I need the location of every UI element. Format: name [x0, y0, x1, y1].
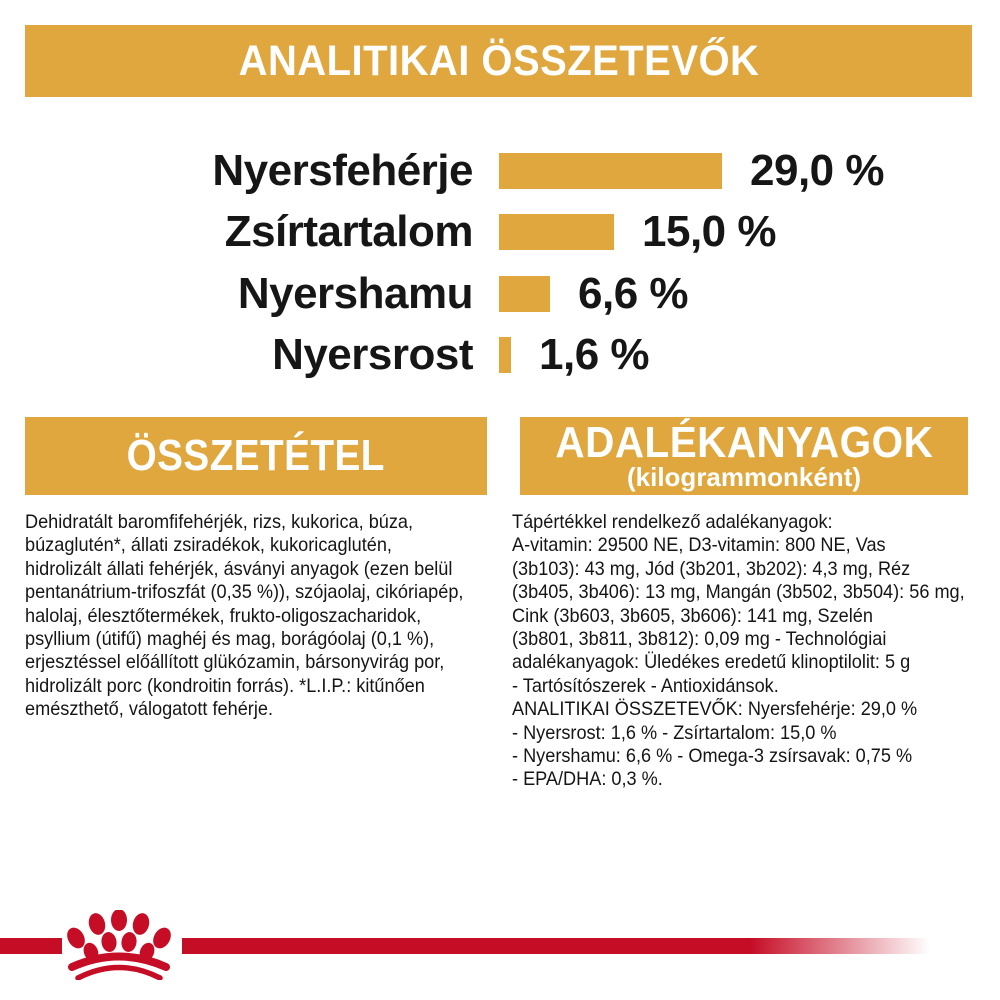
composition-text-line-text: Dehidratált baromfifehérjék, rizs, kukor…: [25, 511, 414, 533]
additives-text-line-text: Cink (3b603, 3b605, 3b606): 141 mg, Szel…: [512, 604, 873, 627]
additives-text-line: - Tartósítószerek - Antioxidánsok.: [512, 675, 987, 698]
composition-text-line-text: emészthető, válogatott fehérje.: [25, 698, 274, 721]
additives-text-line-text: (3b801, 3b811, 3b812): 0,09 mg - Technol…: [512, 628, 887, 651]
nutrient-value: 6,6 %: [578, 268, 689, 318]
additives-text-line: (3b801, 3b811, 3b812): 0,09 mg - Technol…: [512, 628, 987, 651]
additives-banner: ADALÉKANYAGOK (kilogrammonként): [520, 417, 968, 495]
nutrient-chart: Nyersfehérje 29,0 % Zsírtartalom 15,0 % Nyer…: [25, 140, 975, 386]
nutrient-bar: [499, 214, 614, 251]
nutrient-label: Nyersfehérje: [212, 145, 473, 195]
additives-text-line: Tápértékkel rendelkező adalékanyagok:: [512, 511, 987, 534]
nutrient-label: Nyersrost: [272, 330, 473, 380]
composition-text-line-text: erjesztéssel előállított glükózamin, bár…: [25, 651, 445, 674]
nutrient-bar: [499, 337, 511, 374]
additives-text-line-text: adalékanyagok: Üledékes eredetű klinopti…: [512, 651, 911, 674]
composition-text-line: erjesztéssel előállított glükózamin, bár…: [25, 651, 497, 674]
nutrient-row: Zsírtartalom 15,0 %: [25, 202, 975, 264]
composition-text-line: pentanátrium-trifoszfát (0,35 %)), szója…: [25, 581, 497, 604]
nutrient-value: 15,0 %: [642, 207, 776, 257]
nutrient-row: Nyersfehérje 29,0 %: [25, 140, 975, 202]
composition-text-line-text: halolaj, élesztőtermékek, frukto-oligosz…: [25, 604, 422, 627]
additives-text-line-text: (3b103): 43 mg, Jód (3b201, 3b202): 4,3 …: [512, 557, 911, 580]
composition-text-line: halolaj, élesztőtermékek, frukto-oligosz…: [25, 605, 497, 628]
footer-stripe-left: [0, 938, 62, 954]
nutrient-row: Nyersrost 1,6 %: [25, 325, 975, 387]
composition-text-line: búzaglutén*, állati zsiradékok, kukorica…: [25, 534, 497, 557]
additives-text-line-text: Tápértékkel rendelkező adalékanyagok:: [512, 511, 833, 533]
additives-text-line-text: ANALITIKAI ÖSSZETEVŐK: Nyersfehérje: 29,…: [512, 698, 918, 721]
additives-text-line-text: (3b405, 3b406): 13 mg, Mangán (3b502, 3b…: [512, 581, 965, 604]
composition-text-line-text: pentanátrium-trifoszfát (0,35 %)), szója…: [25, 581, 464, 604]
page-title: ANALITIKAI ÖSSZETEVŐK: [238, 36, 759, 85]
nutrient-row: Nyershamu 6,6 %: [25, 263, 975, 325]
composition-text: Dehidratált baromfifehérjék, rizs, kukor…: [25, 511, 497, 722]
nutrient-value: 1,6 %: [539, 330, 650, 380]
additives-text-line: A-vitamin: 29500 NE, D3-vitamin: 800 NE,…: [512, 534, 987, 557]
composition-text-line-text: hidrolizált állati fehérjék, ásványi any…: [25, 557, 453, 580]
composition-text-line-text: psyllium (útifű) maghéj és mag, borágóol…: [25, 628, 435, 651]
nutrient-value: 29,0 %: [750, 145, 884, 195]
royal-canin-crown-paw-icon: [67, 910, 171, 980]
additives-text-line: adalékanyagok: Üledékes eredetű klinopti…: [512, 651, 987, 674]
nutrient-bar: [499, 152, 722, 189]
composition-text-line: hidrolizált porc (kondroitin forrás). *L…: [25, 675, 497, 698]
additives-text-line: - Nyershamu: 6,6 % - Omega-3 zsírsavak: …: [512, 745, 987, 768]
nutrient-label: Zsírtartalom: [224, 207, 474, 257]
additives-text-line: - Nyersrost: 1,6 % - Zsírtartalom: 15,0 …: [512, 722, 987, 745]
composition-title: ÖSSZETÉTEL: [126, 431, 386, 480]
additives-subtitle: (kilogrammonként): [626, 462, 862, 492]
additives-text-line: (3b405, 3b406): 13 mg, Mangán (3b502, 3b…: [512, 581, 987, 604]
composition-text-line: psyllium (útifű) maghéj és mag, borágóol…: [25, 628, 497, 651]
additives-text-line-text: - EPA/DHA: 0,3 %.: [512, 768, 663, 791]
additives-text-line-text: - Nyersrost: 1,6 % - Zsírtartalom: 15,0 …: [512, 721, 837, 744]
nutrient-bar: [499, 275, 550, 312]
composition-text-line: hidrolizált állati fehérjék, ásványi any…: [25, 558, 497, 581]
composition-text-line: emészthető, válogatott fehérje.: [25, 698, 497, 721]
composition-banner: ÖSSZETÉTEL: [25, 417, 487, 495]
analytical-header-banner: ANALITIKAI ÖSSZETEVŐK: [25, 25, 972, 97]
additives-text-line: ANALITIKAI ÖSSZETEVŐK: Nyersfehérje: 29,…: [512, 698, 987, 721]
composition-text-line-text: búzaglutén*, állati zsiradékok, kukorica…: [25, 534, 392, 557]
additives-title: ADALÉKANYAGOK: [555, 418, 933, 467]
additives-text-line-text: - Nyershamu: 6,6 % - Omega-3 zsírsavak: …: [512, 745, 913, 768]
additives-text-line: Cink (3b603, 3b605, 3b606): 141 mg, Szel…: [512, 605, 987, 628]
additives-text-line: - EPA/DHA: 0,3 %.: [512, 768, 987, 791]
footer-stripe-right: [182, 938, 930, 954]
composition-text-line: Dehidratált baromfifehérjék, rizs, kukor…: [25, 511, 497, 534]
additives-text-line-text: A-vitamin: 29500 NE, D3-vitamin: 800 NE,…: [512, 534, 886, 557]
composition-text-line-text: hidrolizált porc (kondroitin forrás). *L…: [25, 674, 425, 697]
additives-text: Tápértékkel rendelkező adalékanyagok: A-v…: [512, 511, 987, 792]
nutrient-label: Nyershamu: [237, 268, 474, 318]
additives-text-line-text: - Tartósítószerek - Antioxidánsok.: [512, 674, 779, 697]
additives-text-line: (3b103): 43 mg, Jód (3b201, 3b202): 4,3 …: [512, 558, 987, 581]
